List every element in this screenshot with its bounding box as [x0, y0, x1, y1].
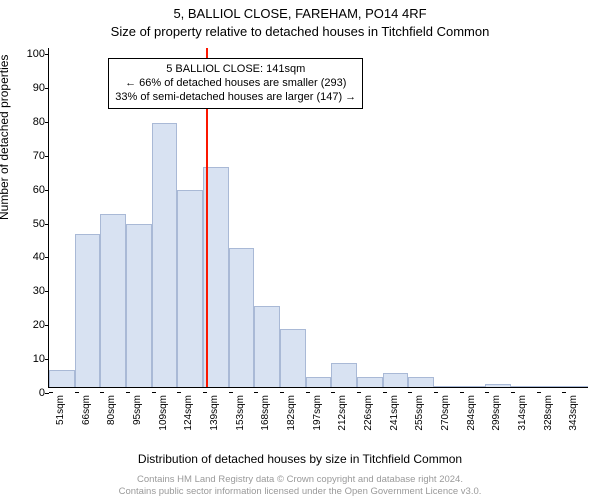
- histogram-bar: [100, 214, 126, 387]
- histogram-bar: [306, 377, 332, 387]
- annotation-line-3: 33% of semi-detached houses are larger (…: [115, 91, 356, 105]
- x-tick: 284sqm: [466, 395, 477, 443]
- y-tick: 30: [15, 285, 45, 297]
- y-tick: 100: [15, 48, 45, 60]
- x-tick: 212sqm: [337, 395, 348, 443]
- x-tick: 124sqm: [183, 395, 194, 443]
- histogram-bar: [126, 224, 152, 387]
- y-tick: 0: [15, 387, 45, 399]
- plot-area: 5 BALLIOL CLOSE: 141sqm ← 66% of detache…: [48, 48, 588, 388]
- histogram-bar: [75, 234, 101, 387]
- histogram-bar: [254, 306, 280, 387]
- x-tick: 168sqm: [260, 395, 271, 443]
- x-tick: 314sqm: [517, 395, 528, 443]
- histogram-bar: [280, 329, 306, 387]
- histogram-bar: [537, 386, 563, 387]
- x-tick: 80sqm: [106, 395, 117, 443]
- histogram-bar: [357, 377, 383, 387]
- histogram-bar: [562, 386, 588, 387]
- chart-container: 5, BALLIOL CLOSE, FAREHAM, PO14 4RF Size…: [0, 0, 600, 500]
- x-tick: 299sqm: [491, 395, 502, 443]
- histogram-bar: [331, 363, 357, 387]
- y-tick: 40: [15, 251, 45, 263]
- x-tick: 139sqm: [209, 395, 220, 443]
- x-tick: 343sqm: [568, 395, 579, 443]
- annotation-box: 5 BALLIOL CLOSE: 141sqm ← 66% of detache…: [108, 58, 363, 109]
- histogram-bar: [383, 373, 409, 387]
- y-tick: 20: [15, 319, 45, 331]
- annotation-line-2: ← 66% of detached houses are smaller (29…: [115, 77, 356, 91]
- histogram-bar: [152, 123, 178, 387]
- y-tick: 10: [15, 353, 45, 365]
- y-tick: 50: [15, 218, 45, 230]
- footer-line-2: Contains public sector information licen…: [0, 486, 600, 498]
- x-axis-label: Distribution of detached houses by size …: [0, 452, 600, 466]
- histogram-bar: [408, 377, 434, 387]
- x-tick: 51sqm: [55, 395, 66, 443]
- y-tick: 70: [15, 150, 45, 162]
- footer-line-1: Contains HM Land Registry data © Crown c…: [0, 474, 600, 486]
- y-tick: 90: [15, 82, 45, 94]
- title-line-1: 5, BALLIOL CLOSE, FAREHAM, PO14 4RF: [0, 6, 600, 21]
- histogram-bar: [177, 190, 203, 387]
- x-tick: 153sqm: [235, 395, 246, 443]
- histogram-bar: [434, 386, 460, 387]
- x-tick: 270sqm: [440, 395, 451, 443]
- histogram-bar: [460, 386, 486, 387]
- x-tick: 66sqm: [81, 395, 92, 443]
- x-tick: 226sqm: [363, 395, 374, 443]
- y-axis-label: Number of detached properties: [0, 55, 11, 220]
- y-tick: 80: [15, 116, 45, 128]
- x-tick: 328sqm: [543, 395, 554, 443]
- y-tick: 60: [15, 184, 45, 196]
- x-tick: 197sqm: [312, 395, 323, 443]
- x-tick: 109sqm: [158, 395, 169, 443]
- histogram-bar: [485, 384, 511, 387]
- histogram-bar: [511, 386, 537, 387]
- x-tick: 182sqm: [286, 395, 297, 443]
- x-tick: 95sqm: [132, 395, 143, 443]
- footer-attribution: Contains HM Land Registry data © Crown c…: [0, 474, 600, 498]
- annotation-line-1: 5 BALLIOL CLOSE: 141sqm: [115, 63, 356, 77]
- histogram-bar: [229, 248, 255, 387]
- title-line-2: Size of property relative to detached ho…: [0, 24, 600, 39]
- x-tick: 241sqm: [389, 395, 400, 443]
- histogram-bar: [49, 370, 75, 387]
- x-tick: 255sqm: [414, 395, 425, 443]
